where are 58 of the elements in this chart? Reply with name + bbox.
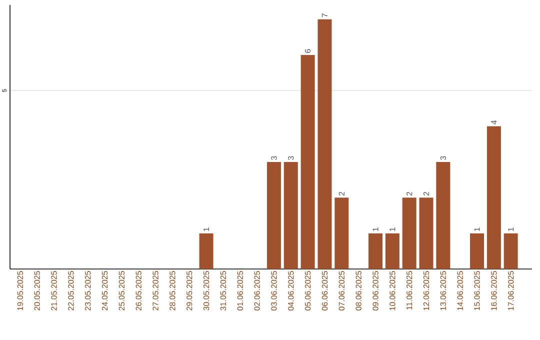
bar bbox=[266, 162, 281, 269]
x-tick-label: 28.05.2025 bbox=[170, 271, 176, 310]
x-tick-label: 07.06.2025 bbox=[338, 271, 344, 310]
x-tick-label: 05.06.2025 bbox=[304, 271, 311, 310]
x-tick-label: 12.06.2025 bbox=[423, 271, 430, 310]
data-label: 1 bbox=[390, 228, 396, 232]
x-tick-label: 27.05.2025 bbox=[152, 271, 158, 310]
data-label: 1 bbox=[204, 228, 210, 232]
x-tick-label: 25.05.2025 bbox=[118, 271, 125, 310]
x-tick-label: 31.05.2025 bbox=[220, 271, 226, 310]
x-tick-label: 30.05.2025 bbox=[203, 271, 210, 310]
x-tick-label: 16.06.2025 bbox=[491, 271, 497, 310]
data-label: 1 bbox=[508, 228, 514, 232]
data-label: 7 bbox=[322, 14, 328, 18]
x-tick-label: 26.05.2025 bbox=[136, 271, 142, 310]
data-label: 2 bbox=[423, 192, 430, 196]
data-label: 1 bbox=[474, 228, 480, 232]
bar bbox=[402, 198, 416, 269]
x-tick-label: 04.06.2025 bbox=[288, 271, 294, 310]
x-tick-label: 24.05.2025 bbox=[102, 271, 108, 310]
bar bbox=[199, 233, 214, 269]
x-tick-label: 01.06.2025 bbox=[237, 271, 243, 310]
x-tick-label: 20.05.2025 bbox=[34, 271, 40, 310]
x-tick-label: 08.06.2025 bbox=[356, 271, 362, 310]
x-tick-label: 23.05.2025 bbox=[85, 271, 91, 310]
data-label: 3 bbox=[288, 156, 294, 160]
data-label: 4 bbox=[491, 120, 497, 124]
data-label: 3 bbox=[440, 156, 446, 160]
x-tick-label: 29.05.2025 bbox=[186, 271, 192, 310]
bar bbox=[436, 162, 450, 269]
x-tick-label: 21.05.2025 bbox=[51, 271, 57, 310]
x-tick-label: 22.05.2025 bbox=[68, 271, 74, 310]
bar bbox=[419, 198, 434, 269]
x-tick-label: 09.06.2025 bbox=[372, 271, 378, 310]
x-tick-label: 02.06.2025 bbox=[254, 271, 260, 310]
data-label: 6 bbox=[304, 49, 311, 53]
bar bbox=[318, 19, 332, 269]
x-tick-label: 11.06.2025 bbox=[406, 271, 412, 310]
data-label: 2 bbox=[406, 192, 412, 196]
bar bbox=[334, 198, 349, 269]
bar bbox=[300, 54, 315, 269]
bar bbox=[486, 126, 501, 269]
data-label: 1 bbox=[372, 228, 378, 232]
x-tick-label: 15.06.2025 bbox=[474, 271, 480, 310]
data-label: 3 bbox=[271, 156, 277, 160]
x-tick-label: 19.05.2025 bbox=[17, 271, 23, 310]
x-tick-label: 14.06.2025 bbox=[457, 271, 463, 310]
x-tick-label: 10.06.2025 bbox=[390, 271, 396, 310]
bar bbox=[504, 233, 518, 269]
bar bbox=[284, 162, 298, 269]
bar bbox=[470, 233, 484, 269]
bar bbox=[368, 233, 382, 269]
x-tick-label: 03.06.2025 bbox=[271, 271, 277, 310]
x-tick-label: 06.06.2025 bbox=[322, 271, 328, 310]
bar bbox=[385, 233, 400, 269]
data-label: 2 bbox=[338, 192, 344, 196]
x-tick-label: 17.06.2025 bbox=[508, 271, 514, 310]
x-tick-label: 13.06.2025 bbox=[440, 271, 446, 310]
